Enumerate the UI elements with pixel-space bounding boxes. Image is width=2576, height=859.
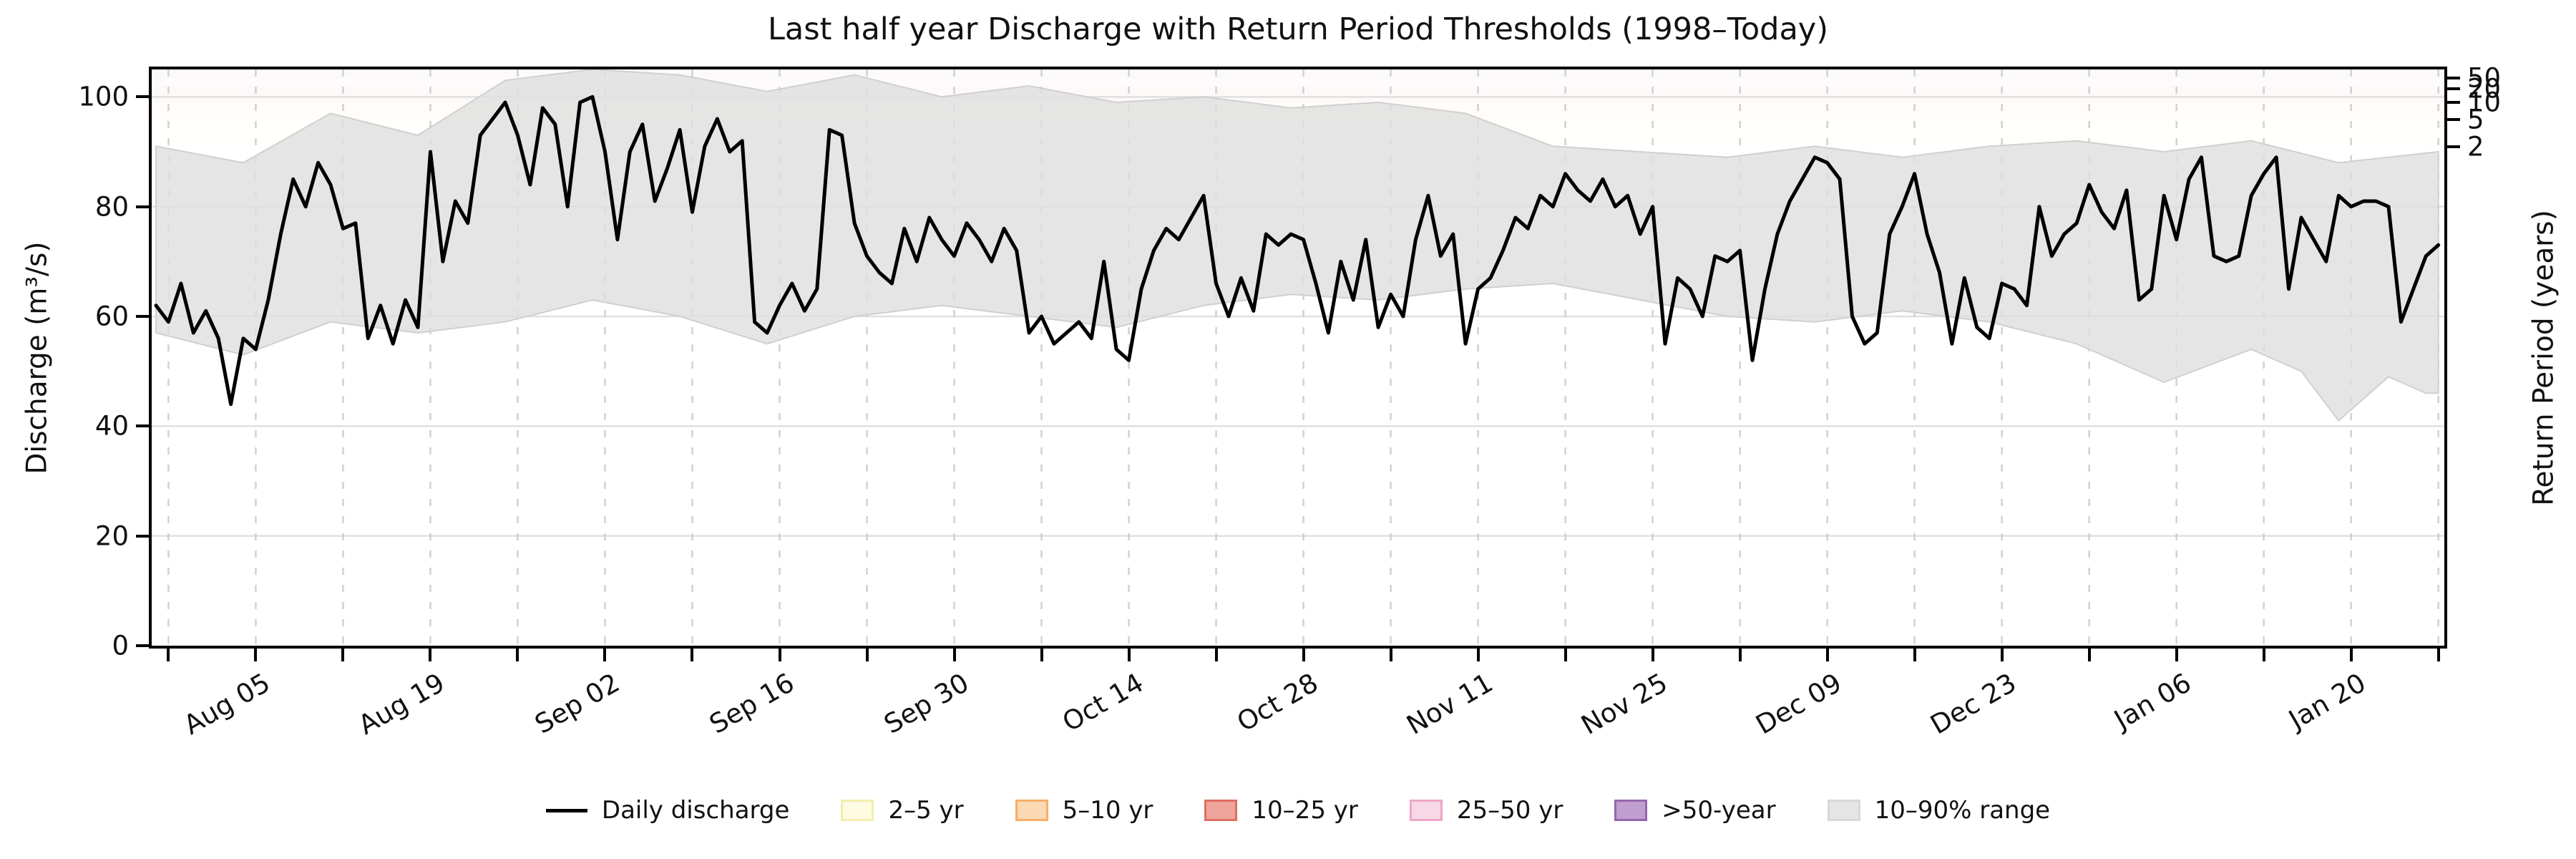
legend-item: 10–90% range [1827, 796, 2051, 825]
legend: Daily discharge 2–5 yr 5–10 yr 10–25 yr 25–5… [152, 790, 2444, 830]
return-period-tick-mark [2446, 101, 2460, 104]
x-tick-label: Sep 02 [530, 667, 625, 740]
legend-label: 25–50 yr [1456, 796, 1563, 825]
y-tick-label: 60 [94, 301, 129, 332]
chart-title: Last half year Discharge with Return Per… [767, 11, 1829, 47]
legend-patch-swatch [841, 800, 874, 821]
return-period-tick-label: 2 [2467, 131, 2484, 162]
x-tick-label: Dec 09 [1750, 667, 1848, 741]
x-tick-mark [2262, 647, 2265, 661]
x-tick-mark [1651, 647, 1654, 661]
legend-patch-swatch [1614, 800, 1648, 821]
x-tick-mark [516, 647, 519, 661]
legend-patch-swatch [1204, 800, 1238, 821]
x-tick-label: Dec 23 [1925, 667, 2022, 741]
x-tick-mark [1127, 647, 1131, 661]
return-period-tick-label: 50 [2467, 62, 2502, 94]
x-tick-mark [1389, 647, 1392, 661]
x-tick-mark [1913, 647, 1916, 661]
x-tick-mark [1476, 647, 1480, 661]
x-tick-label: Sep 30 [879, 667, 975, 740]
y-tick-label: 40 [94, 410, 129, 442]
x-tick-mark [1302, 647, 1305, 661]
y-tick-label: 0 [112, 630, 129, 661]
legend-label: 5–10 yr [1062, 796, 1153, 825]
legend-label: 10–25 yr [1252, 796, 1358, 825]
x-tick-mark [691, 647, 694, 661]
chart-canvas [152, 69, 2444, 646]
x-tick-mark [2175, 647, 2178, 661]
x-tick-mark [1738, 647, 1742, 661]
legend-patch-swatch [1409, 800, 1443, 821]
x-tick-mark [2436, 647, 2440, 661]
x-tick-label: Aug 19 [353, 667, 450, 741]
legend-item: 5–10 yr [1015, 796, 1153, 825]
y-tick-mark [136, 205, 150, 208]
x-tick-label: Oct 14 [1057, 667, 1149, 738]
plot-area [149, 67, 2447, 649]
daily-discharge-line [154, 94, 2441, 407]
legend-label: >50-year [1662, 796, 1776, 825]
y-tick-mark [136, 424, 150, 428]
y-tick-label: 80 [94, 191, 129, 223]
return-period-tick-label: 5 [2467, 104, 2484, 135]
return-period-tick-mark [2446, 87, 2460, 90]
y-tick-label: 20 [94, 520, 129, 552]
legend-item: >50-year [1614, 796, 1776, 825]
threshold-band-4 [152, 78, 2444, 86]
y-axis-label-right: Return Period (years) [2527, 210, 2560, 506]
x-tick-mark [429, 647, 432, 661]
legend-item: Daily discharge [545, 796, 790, 825]
x-tick-mark [1825, 647, 1829, 661]
x-tick-mark [603, 647, 607, 661]
x-tick-mark [952, 647, 956, 661]
threshold-band-5 [152, 69, 2444, 79]
x-tick-label: Sep 16 [704, 667, 799, 740]
x-tick-label: Nov 25 [1576, 667, 1673, 741]
legend-item: 10–25 yr [1204, 796, 1358, 825]
x-tick-mark [341, 647, 345, 661]
y-tick-mark [136, 315, 150, 318]
x-tick-mark [1214, 647, 1218, 661]
y-tick-mark [136, 95, 150, 99]
x-tick-label: Nov 11 [1401, 667, 1498, 741]
legend-patch-swatch [1015, 800, 1048, 821]
y-tick-label: 100 [78, 81, 129, 112]
return-period-tick-mark [2446, 77, 2460, 80]
legend-item: 25–50 yr [1409, 796, 1563, 825]
return-period-tick-mark [2446, 117, 2460, 121]
legend-line-swatch [545, 808, 587, 812]
x-tick-mark [865, 647, 869, 661]
x-tick-label: Jan 06 [2109, 667, 2197, 736]
x-tick-mark [1040, 647, 1043, 661]
x-tick-mark [254, 647, 258, 661]
x-tick-mark [1563, 647, 1567, 661]
legend-label: 2–5 yr [888, 796, 964, 825]
x-tick-mark [778, 647, 781, 661]
legend-item: 2–5 yr [841, 796, 964, 825]
x-tick-mark [2000, 647, 2004, 661]
x-tick-label: Oct 28 [1231, 667, 1324, 738]
return-period-tick-mark [2446, 145, 2460, 149]
x-tick-mark [167, 647, 170, 661]
legend-patch-swatch [1827, 800, 1860, 821]
legend-label: 10–90% range [1874, 796, 2051, 825]
return-period-tick-label: 10 [2467, 87, 2502, 118]
x-tick-label: Jan 20 [2283, 667, 2371, 736]
y-tick-mark [136, 534, 150, 538]
percentile-band-10-90 [155, 69, 2439, 422]
x-tick-mark [2087, 647, 2091, 661]
y-tick-mark [136, 644, 150, 647]
legend-label: Daily discharge [601, 796, 790, 825]
x-tick-label: Aug 05 [178, 667, 275, 741]
return-period-tick-label: 20 [2467, 73, 2502, 105]
x-tick-mark [2349, 647, 2353, 661]
